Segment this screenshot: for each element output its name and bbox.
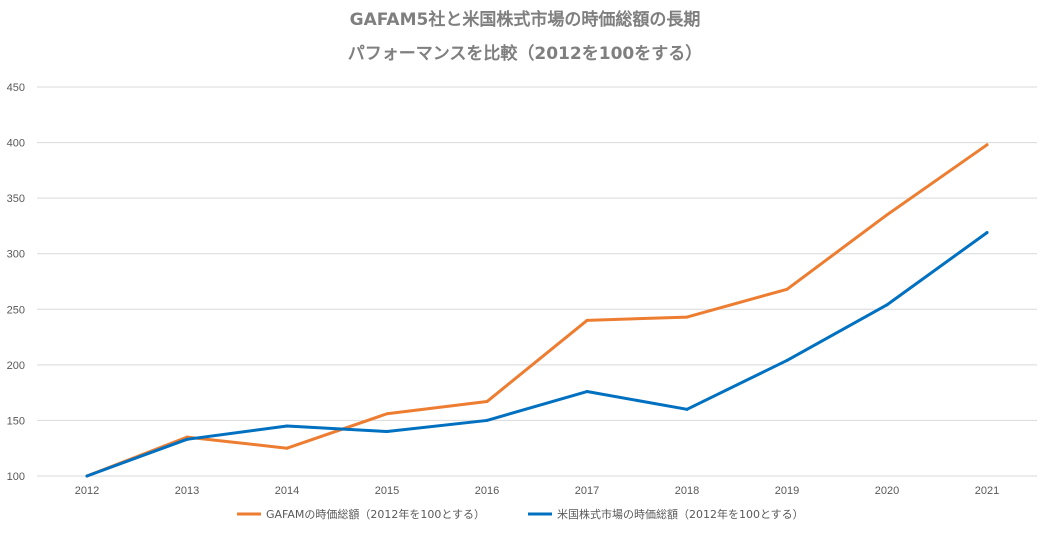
y-tick-label: 150 — [7, 415, 25, 427]
x-tick-label: 2016 — [475, 485, 499, 497]
x-tick-label: 2012 — [75, 485, 99, 497]
data-point — [585, 318, 589, 322]
x-tick-label: 2013 — [175, 485, 199, 497]
y-tick-label: 250 — [7, 304, 25, 316]
x-tick-label: 2018 — [675, 485, 699, 497]
legend-label-2: 米国株式市場の時価総額（2012年を100とする） — [557, 507, 804, 521]
data-point — [385, 412, 389, 416]
x-tick-label: 2019 — [775, 485, 799, 497]
x-tick-label: 2017 — [575, 485, 599, 497]
y-axis-ticks: 100 150 200 250 300 350 400 450 — [7, 82, 25, 483]
gridlines — [37, 86, 1037, 477]
chart-title: GAFAM5社と米国株式市場の時価総額の長期 パフォーマンスを比較（2012を1… — [348, 9, 702, 64]
data-point — [885, 303, 889, 307]
y-tick-label: 300 — [7, 249, 25, 261]
series-line-2 — [85, 231, 989, 478]
y-tick-label: 400 — [7, 138, 25, 150]
chart-title-line-1: GAFAM5社と米国株式市場の時価総額の長期 — [350, 9, 701, 30]
data-point — [985, 143, 989, 147]
data-point — [685, 315, 689, 319]
chart-title-line-2: パフォーマンスを比較（2012を100をする） — [348, 43, 702, 64]
x-tick-label: 2021 — [975, 485, 999, 497]
data-point — [585, 390, 589, 394]
legend-label-1: GAFAMの時価総額（2012年を100とする） — [266, 507, 485, 521]
x-tick-label: 2014 — [275, 485, 299, 497]
data-point — [685, 407, 689, 411]
data-point — [985, 231, 989, 235]
data-point — [185, 437, 189, 441]
series-lines — [85, 143, 989, 478]
data-point — [85, 474, 89, 478]
data-point — [885, 213, 889, 217]
x-axis-ticks: 2012 2013 2014 2015 2016 2017 2018 2019 2020 2021 — [75, 485, 999, 497]
data-point — [785, 358, 789, 362]
y-tick-label: 450 — [7, 82, 25, 94]
y-tick-label: 200 — [7, 360, 25, 372]
x-tick-label: 2015 — [375, 485, 399, 497]
data-point — [485, 418, 489, 422]
data-point — [485, 400, 489, 404]
legend: GAFAMの時価総額（2012年を100とする） 米国株式市場の時価総額（2012… — [237, 507, 804, 521]
data-point — [285, 424, 289, 428]
y-tick-label: 100 — [7, 471, 25, 483]
y-tick-label: 350 — [7, 193, 25, 205]
data-point — [385, 430, 389, 434]
x-tick-label: 2020 — [875, 485, 899, 497]
data-point — [785, 287, 789, 291]
data-point — [285, 446, 289, 450]
series-line-1 — [85, 143, 989, 478]
